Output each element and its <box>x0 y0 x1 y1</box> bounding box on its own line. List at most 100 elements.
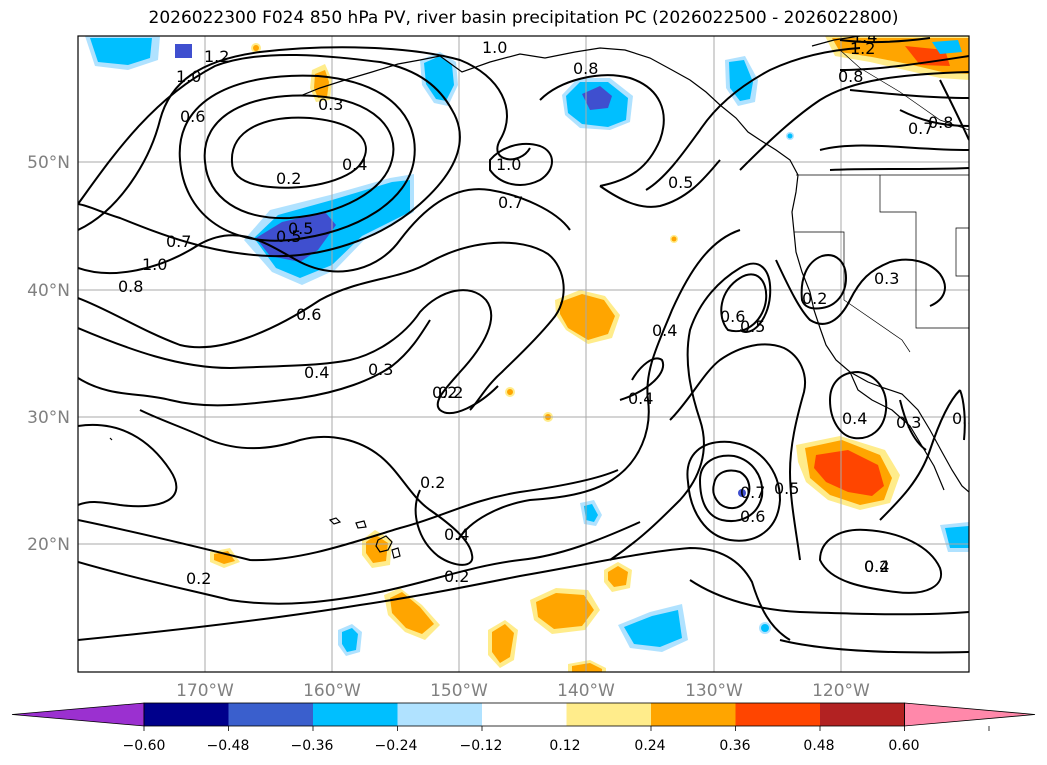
contour-line <box>139 409 474 566</box>
contour-line <box>818 528 943 594</box>
contour-line <box>599 159 721 208</box>
colorbar-ticks <box>143 726 990 731</box>
contour-label: 0.5 <box>774 479 799 498</box>
contour-label: 1.2 <box>204 47 229 66</box>
colorbar-segment <box>313 703 398 726</box>
colorbar-frame <box>143 702 905 727</box>
shade-patch <box>384 588 440 640</box>
contour-label: 0.6 <box>740 507 765 526</box>
colorbar-segment <box>482 703 567 726</box>
colorbar-tick-label: −0.60 <box>123 738 166 754</box>
graticule <box>78 36 969 672</box>
contour-line <box>819 144 969 151</box>
coastline <box>299 47 969 493</box>
plot-frame <box>77 35 970 673</box>
colorbar-tick-label: −0.48 <box>207 738 250 754</box>
contour-line <box>899 109 969 127</box>
contour-line <box>645 47 861 191</box>
contour-label: 0.3 <box>874 269 899 288</box>
contour-line <box>686 440 782 542</box>
coastline <box>811 36 861 47</box>
contour-label: 0.4 <box>628 389 653 408</box>
contour-label: 0.2 <box>864 557 889 576</box>
contour-label: 0.4 <box>652 321 677 340</box>
shade-patch <box>488 620 518 668</box>
contour-label: 0.4 <box>444 525 469 544</box>
colorbar-segment <box>144 703 229 726</box>
contour-line <box>739 71 969 171</box>
contour-label: 0.2 <box>438 383 463 402</box>
contour-label: 0.8 <box>838 67 863 86</box>
lat-label: 20°N <box>27 535 70 555</box>
state-border <box>879 175 969 329</box>
contour-line <box>712 469 751 510</box>
contour-line <box>489 142 553 186</box>
contour-line <box>800 254 848 310</box>
contour-line <box>230 116 367 189</box>
contour-label: 0.2 <box>444 567 469 586</box>
shade-patch <box>530 588 600 634</box>
shade-patch <box>825 36 969 80</box>
contour-label: 0.4 <box>342 155 367 174</box>
lon-labels: 170°W 160°W 150°W 140°W 130°W 120°W <box>176 681 870 701</box>
colorbar-segment <box>820 703 905 726</box>
colorbar-segments <box>11 702 1036 727</box>
contour-labels: 1.2 1.0 0.6 0.3 0.2 0.4 0.5 1.0 0.8 0.7 … <box>118 36 969 588</box>
contour-label: 0.2 <box>186 569 211 588</box>
contour-label: 1.0 <box>496 155 521 174</box>
contour-line <box>78 319 431 407</box>
coastline <box>849 371 945 491</box>
contour-label: 0.4 <box>842 409 867 428</box>
contour-label: 1.0 <box>142 255 167 274</box>
colorbar-tick-label: −0.24 <box>375 738 418 754</box>
contour-label: 1.0 <box>482 38 507 57</box>
contour-label: 0.6 <box>720 307 745 326</box>
colorbar-segment <box>735 703 821 726</box>
contour-label: 0.4 <box>864 557 889 576</box>
lon-label: 130°W <box>685 681 743 701</box>
contour-line <box>78 546 791 641</box>
contour-line <box>78 241 565 411</box>
contour-label: 0.7 <box>166 232 191 251</box>
colorbar-extend-max <box>904 702 1036 727</box>
contour-label: 1.2 <box>850 39 875 58</box>
contour-line <box>720 273 768 333</box>
contour-label: 0.7 <box>498 193 523 212</box>
colorbar-labels: −0.60 −0.48 −0.36 −0.24 −0.12 0.12 0.24 … <box>123 738 920 754</box>
contour-line <box>849 89 969 99</box>
shade-patch <box>338 624 362 656</box>
colorbar-tick-label: 0.60 <box>888 738 919 754</box>
contour-line <box>609 262 772 561</box>
contour-label: 0.3 <box>896 413 921 432</box>
contour-line <box>698 454 764 522</box>
lat-label: 50°N <box>27 153 70 173</box>
shade-patch <box>618 604 688 652</box>
contour-line <box>78 53 461 258</box>
colorbar-tick-label: 0.24 <box>634 738 665 754</box>
contour-label: 0.3 <box>318 95 343 114</box>
contour-line <box>203 94 395 220</box>
lon-label: 160°W <box>303 681 361 701</box>
contour-label: 0.2 <box>420 473 445 492</box>
contour-line <box>669 343 806 561</box>
contour-label: 0.8 <box>118 277 143 296</box>
colorbar-extend-min <box>11 702 145 727</box>
contour-line <box>78 423 178 508</box>
colorbar-tick-label: −0.12 <box>460 738 503 754</box>
contour-label: 0.2 <box>432 383 457 402</box>
contour-line <box>839 55 969 71</box>
contour-line <box>829 167 969 171</box>
state-border <box>794 231 911 353</box>
contour-line <box>775 258 946 325</box>
map-title: 2026022300 F024 850 hPa PV, river basin … <box>148 8 899 28</box>
shade-patch <box>604 562 632 592</box>
colorbar-segment <box>397 703 483 726</box>
coastline <box>328 517 401 559</box>
contour-label: 0.8 <box>573 59 598 78</box>
contour-label: 0.5 <box>276 227 301 246</box>
contour-line <box>619 357 665 401</box>
state-border <box>955 227 969 277</box>
contour-label: 0.5 <box>668 173 693 192</box>
contour-line <box>839 37 931 44</box>
